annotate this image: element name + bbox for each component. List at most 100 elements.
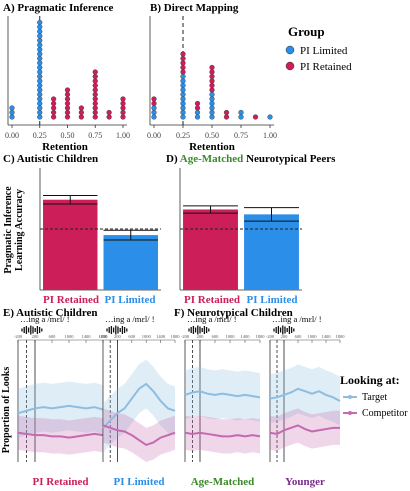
- x-tick-label: 0.00: [5, 131, 19, 140]
- data-point: [92, 78, 98, 84]
- bar: [103, 235, 158, 290]
- legend-target-label: Target: [362, 392, 387, 403]
- panel-b-dotplot: 0.00 0.25 0.50 0.75 1.00: [147, 16, 277, 140]
- target-series: [17, 404, 104, 415]
- target-series: [269, 387, 341, 402]
- data-point: [64, 87, 71, 93]
- data-point: [209, 73, 215, 80]
- data-point: [180, 91, 186, 98]
- time-tick-label: 1400: [156, 334, 166, 339]
- legend-pi-retained-swatch: [285, 61, 295, 71]
- data-point: [120, 100, 126, 107]
- data-point: [180, 51, 186, 57]
- data-point: [51, 105, 57, 111]
- data-point: [37, 87, 43, 93]
- panel-a-xlabel: Retention: [42, 141, 88, 153]
- data-point: [9, 109, 15, 116]
- data-point: [92, 69, 98, 75]
- data-point: [37, 78, 43, 84]
- data-point: [151, 114, 157, 120]
- audio-caption: …ing a /mɛl/ !: [187, 314, 237, 324]
- competitor-series: [184, 431, 261, 438]
- data-point: [180, 55, 186, 62]
- bar: [183, 209, 238, 290]
- panel-c-barchart: [39, 168, 161, 291]
- audio-caption: …ing a /mɛl/ !: [272, 314, 322, 324]
- panel-d-cat-limited: PI Limited: [246, 294, 297, 306]
- x-tick-label: 0.25: [176, 131, 190, 140]
- data-point: [180, 105, 186, 111]
- data-point: [194, 114, 201, 120]
- data-point: [209, 78, 215, 84]
- data-point: [252, 114, 259, 120]
- data-point: [78, 114, 84, 120]
- data-point: [51, 109, 57, 116]
- time-tick-label: 1000: [142, 334, 152, 339]
- data-point: [267, 114, 273, 120]
- data-point: [194, 100, 201, 107]
- time-tick-label: 1400: [241, 334, 251, 339]
- competitor-series: [17, 431, 104, 439]
- panel-d-barchart: [179, 168, 302, 291]
- data-point: [37, 60, 43, 66]
- confidence-band: [18, 415, 103, 455]
- time-tick-label: 1400: [322, 334, 332, 339]
- confidence-band: [103, 408, 175, 462]
- data-point: [37, 55, 43, 62]
- data-point: [37, 105, 43, 111]
- time-tick-label: 1800: [256, 334, 266, 339]
- data-point: [64, 105, 71, 111]
- panel-category-label: PI Limited: [113, 476, 164, 488]
- group-legend-title: Group: [288, 24, 325, 39]
- data-point: [151, 96, 157, 102]
- time-tick-label: -200: [266, 334, 275, 339]
- panel-category-label: Younger: [285, 476, 325, 488]
- time-tick-label: 1400: [82, 334, 92, 339]
- panel-d-prefix: D): [166, 153, 178, 165]
- data-point: [180, 100, 186, 107]
- data-point: [209, 114, 215, 120]
- data-point: [209, 82, 215, 89]
- confidence-band: [18, 381, 103, 438]
- time-tick-label: -200: [99, 334, 108, 339]
- looks-timecourse: …ing a /mɛl/ ! -200 200 600 1000 1400 1800 PI R…: [14, 314, 345, 488]
- data-point: [209, 64, 215, 71]
- data-point: [51, 114, 57, 120]
- panel-e-title: E) Autistic Children: [3, 307, 98, 319]
- data-point: [223, 109, 230, 116]
- data-point: [92, 73, 98, 80]
- data-point: [120, 114, 126, 120]
- data-point: [209, 91, 215, 98]
- data-point: [37, 51, 43, 57]
- data-point: [209, 100, 215, 107]
- data-point: [51, 96, 57, 102]
- data-point: [180, 96, 186, 102]
- data-point: [37, 82, 43, 89]
- panel-category-label: Age-Matched: [191, 476, 255, 488]
- data-point: [209, 69, 215, 75]
- data-point: [238, 109, 244, 116]
- legend-competitor-label: Competitor: [362, 408, 408, 419]
- time-tick-label: 1800: [99, 334, 109, 339]
- audio-waveform: [188, 325, 210, 335]
- data-point: [151, 100, 157, 107]
- data-point: [64, 100, 71, 107]
- data-point: [37, 91, 43, 98]
- time-tick-label: 1000: [65, 334, 75, 339]
- data-point: [92, 114, 98, 120]
- x-tick-label: 0.75: [88, 131, 102, 140]
- data-point: [64, 109, 71, 116]
- data-point: [180, 78, 186, 84]
- looks-panel: …ing a /mɛl/ ! -200 200 600 1000 1400 1800 Youn…: [266, 314, 345, 488]
- time-tick-label: 600: [49, 334, 57, 339]
- data-point: [92, 91, 98, 98]
- time-tick-label: -200: [181, 334, 190, 339]
- data-point: [180, 114, 186, 120]
- data-point: [180, 60, 186, 66]
- competitor-series: [269, 424, 340, 435]
- audio-caption: …ing a /mɛl/ !: [20, 314, 70, 324]
- bar: [43, 199, 98, 290]
- legend-pi-limited-swatch: [285, 45, 295, 55]
- time-tick-label: 600: [212, 334, 220, 339]
